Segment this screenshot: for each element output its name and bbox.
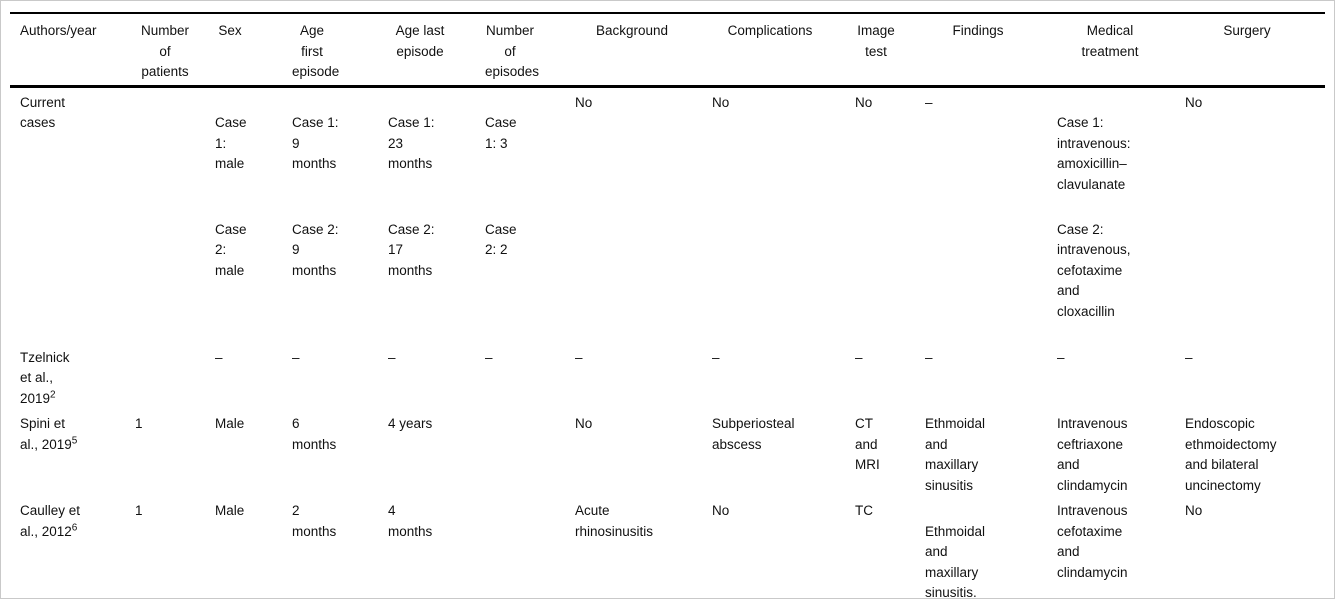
cell-sex-case2: Case 2: male (215, 221, 247, 278)
row-tzelnick-2019: Tzelnick et al., 20192 – – – – – – – – –… (10, 343, 1325, 410)
literature-review-table: Authors/year Number of patients Sex Age … (10, 12, 1325, 599)
cell-age-last-case2: Case 2: 17 months (388, 221, 435, 278)
cell-age-first-case2: Case 2: 9 months (292, 221, 339, 278)
column-header-findings: Findings (925, 13, 1057, 88)
cell-image-test: TC (855, 503, 873, 518)
cell-authors-year: Spini et al., 20195 (10, 409, 135, 496)
cell-image-test: CT and MRI (855, 416, 880, 472)
cell-sex: Male (215, 503, 245, 518)
cell-age-first-episode: – (292, 349, 300, 365)
cell-authors-year: Current cases (20, 94, 66, 131)
cell-complications: No (712, 94, 730, 110)
reference-superscript: 2 (50, 389, 56, 400)
column-header-age-last-episode: Age last episode (388, 13, 485, 88)
cell-medical-treatment: Intravenous cefotaxime and clindamycin (1057, 503, 1128, 580)
column-header-number-of-episodes: Number of episodes (485, 13, 575, 88)
cell-authors-year: Tzelnick et al., 20192 (10, 343, 135, 410)
column-header-sex: Sex (215, 13, 292, 88)
cell-age-last-episode: Case 1: 23 months Case 2: 17 months (388, 86, 485, 343)
cell-complications: – (712, 349, 720, 365)
cell-findings: – (925, 349, 933, 365)
findings-paragraph-1: Ethmoidal and maxillary sinusitis. (925, 523, 986, 599)
cell-age-first-case1: Case 1: 9 months (292, 115, 339, 171)
cell-number-of-patients: 1 (135, 416, 143, 431)
cell-complications: Subperiosteal abscess (712, 416, 795, 452)
cell-age-last-case1: Case 1: 23 months (388, 115, 435, 171)
column-header-authors-year: Authors/year (10, 13, 135, 88)
row-spini-2019: Spini et al., 20195 1 Male 6 months 4 ye… (10, 409, 1325, 496)
cell-findings: – (925, 94, 933, 110)
cell-age-first-episode: 6 months (292, 416, 337, 452)
cell-findings: Ethmoidal and maxillary sinusitis. Dehis… (925, 496, 1057, 599)
author-text: Spini et al., 2019 (20, 416, 72, 452)
cell-sex: – (215, 349, 223, 365)
cell-authors-year: Caulley et al., 20126 (10, 496, 135, 598)
column-header-surgery: Surgery (1185, 13, 1325, 88)
cell-episodes-case1: Case 1: 3 (485, 115, 517, 151)
cell-image-test: – (855, 349, 863, 365)
reference-superscript: 6 (71, 522, 78, 533)
cell-background: Acute rhinosinusitis (575, 503, 654, 539)
column-header-number-of-patients: Number of patients (135, 13, 215, 88)
cell-number-of-episodes (485, 496, 575, 598)
cell-findings: Ethmoidal and maxillary sinusitis (925, 416, 986, 493)
cell-treatment-case1: Case 1: intravenous: amoxicillin– clavul… (1057, 115, 1131, 192)
cell-number-of-patients (135, 343, 215, 410)
column-header-complications: Complications (712, 13, 855, 88)
cell-age-first-episode: 2 months (292, 503, 337, 539)
cell-age-first-episode: Case 1: 9 months Case 2: 9 months (292, 86, 388, 343)
cell-medical-treatment: Intravenous ceftriaxone and clindamycin (1057, 416, 1128, 493)
row-caulley-2012: Caulley et al., 20126 1 Male 2 months 4 … (10, 496, 1325, 599)
cell-sex: Case 1: male Case 2: male (215, 86, 292, 343)
cell-number-of-episodes: Case 1: 3 Case 2: 2 (485, 86, 575, 343)
cell-number-of-patients: 1 (135, 503, 143, 518)
cell-age-last-episode: – (388, 349, 396, 365)
cell-number-of-episodes (485, 409, 575, 496)
cell-number-of-patients (135, 86, 215, 343)
cell-surgery: – (1185, 349, 1193, 365)
cell-treatment-case2: Case 2: intravenous, cefotaxime and clox… (1057, 221, 1131, 319)
cell-age-last-episode: 4 years (388, 416, 433, 431)
cell-background: No (575, 94, 593, 110)
row-current-cases: Current cases Case 1: male Case 2: male … (10, 86, 1325, 343)
cell-medical-treatment: Case 1: intravenous: amoxicillin– clavul… (1057, 86, 1185, 343)
cell-episodes-case2: Case 2: 2 (485, 221, 517, 258)
column-header-image-test: Image test (855, 13, 925, 88)
cell-age-last-episode: 4 months (388, 503, 433, 539)
header-row: Authors/year Number of patients Sex Age … (10, 13, 1325, 88)
cell-medical-treatment: – (1057, 349, 1065, 365)
cell-sex-case1: Case 1: male (215, 115, 247, 171)
cell-number-of-episodes: – (485, 349, 493, 365)
column-header-background: Background (575, 13, 712, 88)
cell-image-test: No (855, 94, 873, 110)
cell-complications: No (712, 503, 730, 518)
author-text: Tzelnick et al., 2019 (20, 349, 70, 406)
column-header-medical-treatment: Medical treatment (1057, 13, 1185, 88)
reference-superscript: 5 (71, 435, 78, 446)
cell-background: – (575, 349, 583, 365)
author-text: Caulley et al., 2012 (20, 503, 81, 539)
cell-surgery: No (1185, 94, 1203, 110)
cell-surgery: Endoscopic ethmoidectomy and bilateral u… (1185, 416, 1277, 493)
column-header-age-first-episode: Age first episode (292, 13, 388, 88)
cell-surgery: No (1185, 503, 1203, 518)
cell-sex: Male (215, 416, 245, 431)
cell-background: No (575, 416, 593, 431)
